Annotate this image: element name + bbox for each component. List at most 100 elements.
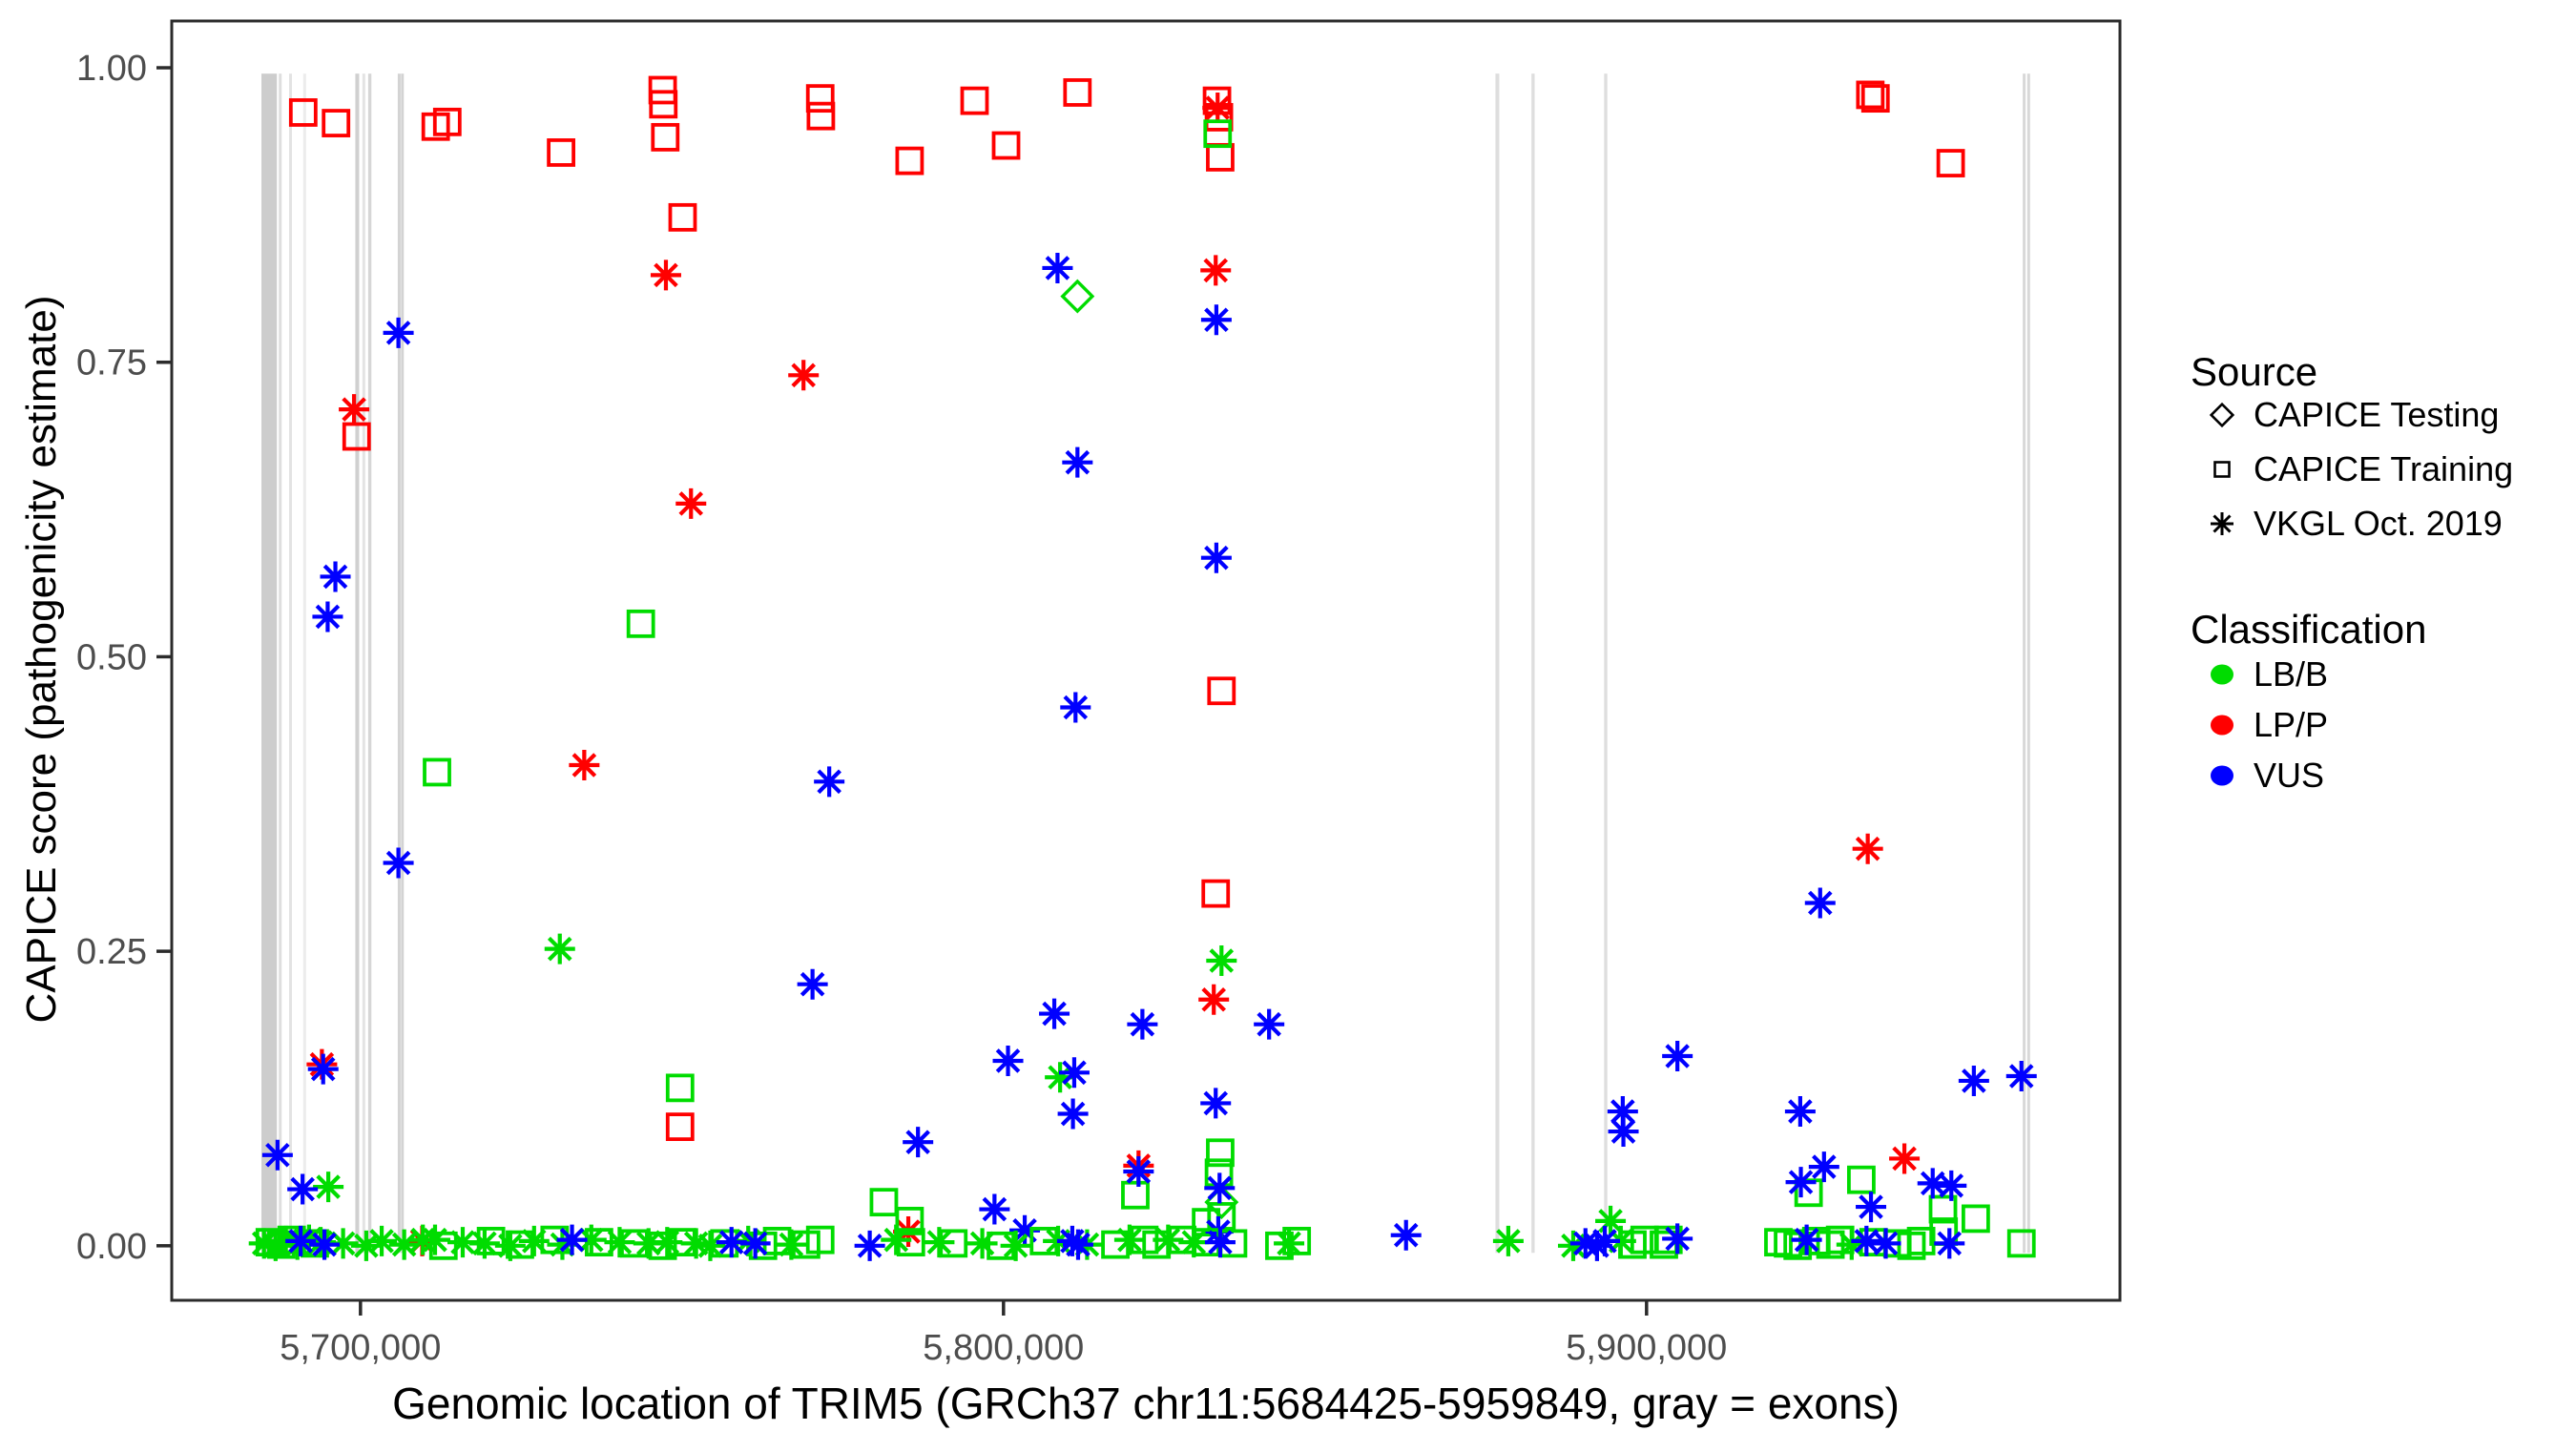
- data-point-asterisk: [652, 1227, 683, 1258]
- data-point-asterisk: [1045, 1062, 1076, 1093]
- data-point-asterisk: [1200, 304, 1232, 336]
- data-point-asterisk: [1581, 1230, 1612, 1261]
- y-axis-title: CAPICE score (pathogenicity estimate): [18, 295, 65, 1024]
- data-point-square: [960, 86, 989, 115]
- data-point-asterisk: [1206, 945, 1237, 977]
- data-point-asterisk: [788, 360, 820, 391]
- data-point-asterisk: [1889, 1143, 1921, 1174]
- data-point-asterisk: [1200, 255, 1232, 286]
- exon-band: [279, 73, 282, 1254]
- data-point-asterisk: [992, 1045, 1024, 1076]
- legend-source-title: Source: [2191, 349, 2318, 394]
- data-point-asterisk: [2005, 1061, 2037, 1092]
- data-point-asterisk: [881, 1224, 912, 1255]
- legend-item-capice-training: CAPICE Training: [2191, 448, 2513, 490]
- data-point-asterisk: [1791, 1224, 1822, 1255]
- data-point-asterisk: [1662, 1223, 1693, 1255]
- data-point-square: [1847, 1165, 1876, 1194]
- legend-item-label: VUS: [2254, 756, 2325, 795]
- y-tick-label: 1.00: [76, 49, 147, 89]
- data-point-square: [476, 1226, 506, 1255]
- data-point-square: [267, 1230, 296, 1259]
- data-point-square: [342, 422, 371, 451]
- data-point-square: [2006, 1229, 2036, 1258]
- legend-item-label: VKGL Oct. 2019: [2254, 504, 2503, 543]
- data-point-asterisk: [1607, 1096, 1638, 1128]
- data-point-asterisk: [366, 1225, 398, 1256]
- x-tick-label: 5,900,000: [1566, 1328, 1727, 1368]
- data-point-square: [1860, 84, 1890, 114]
- data-point-square: [939, 1229, 968, 1258]
- data-point-asterisk: [407, 1224, 439, 1255]
- data-point-asterisk: [1060, 692, 1091, 723]
- exon-band: [397, 73, 401, 1254]
- data-point-asterisk: [733, 1225, 764, 1256]
- x-tick-label: 5,700,000: [280, 1328, 441, 1368]
- data-point-asterisk: [1123, 1156, 1154, 1188]
- data-point-asterisk: [260, 1230, 291, 1261]
- data-point-asterisk: [1390, 1219, 1422, 1251]
- data-point-square: [1961, 1204, 1990, 1234]
- data-point-asterisk: [261, 1139, 293, 1171]
- data-point-square: [428, 1231, 458, 1260]
- y-tick-label: 0.50: [76, 637, 147, 677]
- data-point-square: [805, 84, 835, 114]
- data-point-asterisk: [350, 1230, 382, 1261]
- exon-band: [362, 73, 365, 1254]
- data-point-asterisk: [547, 1229, 578, 1260]
- data-point-square: [1063, 78, 1092, 107]
- data-point-asterisk: [1936, 1170, 1967, 1201]
- data-point-asterisk: [903, 1127, 934, 1158]
- y-tick-label: 0.00: [76, 1227, 147, 1267]
- data-point-asterisk: [1917, 1168, 1948, 1199]
- data-point-asterisk: [1198, 984, 1230, 1015]
- exon-band: [2026, 73, 2030, 1254]
- data-point-asterisk: [1589, 1225, 1620, 1256]
- data-point-asterisk: [1851, 1225, 1882, 1256]
- data-point-asterisk: [1608, 1116, 1639, 1148]
- legend-item-label: CAPICE Training: [2254, 449, 2514, 488]
- data-point-asterisk: [312, 601, 343, 633]
- data-point-asterisk: [1557, 1230, 1589, 1261]
- data-point-asterisk: [1785, 1167, 1817, 1198]
- diamond-icon: [2191, 394, 2254, 436]
- legend-item-label: LB/B: [2254, 654, 2329, 694]
- data-point-square: [322, 109, 351, 137]
- data-point-square: [620, 1229, 649, 1258]
- data-point-square: [1201, 879, 1231, 908]
- exon-band: [1604, 73, 1608, 1254]
- data-point-square: [1282, 1226, 1312, 1255]
- data-point-square: [1206, 142, 1235, 172]
- data-point-square: [991, 131, 1021, 160]
- data-point-square: [506, 1230, 534, 1259]
- x-tick-label: 5,800,000: [923, 1328, 1084, 1368]
- data-point-square: [648, 1231, 677, 1260]
- data-point-square: [1029, 1226, 1059, 1255]
- data-point-asterisk: [1569, 1228, 1601, 1259]
- data-point-square: [667, 1228, 696, 1257]
- exon-band: [355, 73, 360, 1254]
- exon-band: [302, 73, 306, 1254]
- legend: Source CAPICE Testing CAPICE Training VK…: [2191, 0, 2576, 1431]
- exon-band: [289, 73, 293, 1254]
- data-point-asterisk: [1204, 1172, 1236, 1204]
- data-point-asterisk: [1934, 1228, 1965, 1259]
- data-point-asterisk: [979, 1193, 1010, 1225]
- data-point-square: [432, 107, 462, 136]
- data-point-square: [895, 146, 924, 176]
- lbb-dot-icon: [2191, 653, 2254, 695]
- data-point-square: [806, 101, 836, 131]
- data-point-asterisk: [1204, 1227, 1236, 1258]
- data-point-asterisk: [1057, 1098, 1089, 1130]
- x-axis-title: Genomic location of TRIM5 (GRCh37 chr11:…: [392, 1379, 1900, 1428]
- data-point-square: [1203, 119, 1233, 149]
- data-point-asterisk: [339, 394, 370, 425]
- data-point-asterisk: [388, 1229, 420, 1260]
- y-tick-label: 0.75: [76, 343, 147, 384]
- data-point-square: [626, 609, 655, 638]
- data-point-asterisk: [383, 847, 414, 879]
- data-point-asterisk: [1254, 1008, 1285, 1040]
- data-point-asterisk: [1274, 1228, 1305, 1259]
- data-point-asterisk: [1062, 446, 1093, 478]
- data-point-square: [423, 757, 451, 787]
